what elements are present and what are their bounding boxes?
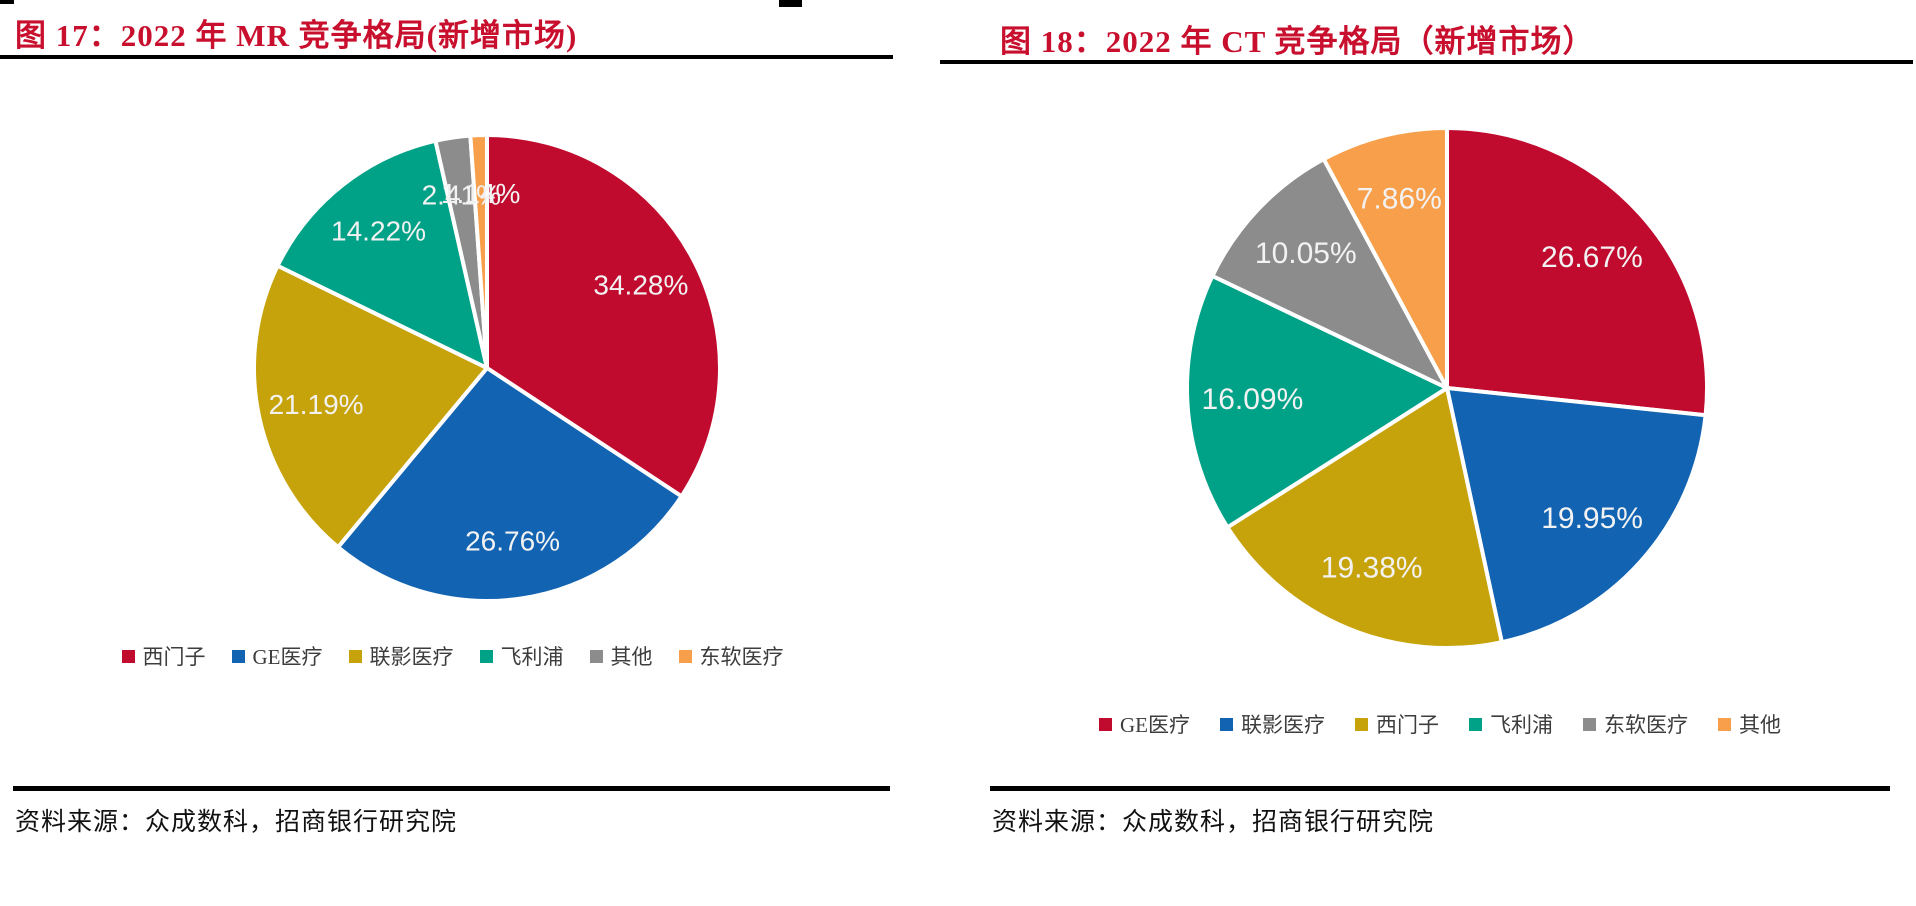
figure-17-title-underline	[0, 55, 893, 59]
legend-item: 东软医疗	[1583, 709, 1688, 739]
legend-label: 飞利浦	[1490, 713, 1553, 737]
figure-18-source-rule	[990, 786, 1890, 791]
pie-slice-2	[1225, 386, 1504, 650]
legend-item: GE医疗	[1099, 709, 1190, 739]
legend-swatch-icon	[1355, 717, 1368, 731]
figure-17-pie-chart: 34.28% 26.76% 21.19% 14.22% 2.41%1.14%	[252, 133, 722, 603]
legend-swatch-icon	[1583, 717, 1596, 731]
legend-item: 其他	[589, 641, 653, 671]
slice-label-4: 2.41%	[422, 180, 501, 211]
slice-label-1: 19.95%	[1541, 502, 1643, 535]
legend-swatch-icon	[231, 649, 245, 663]
pie-slice-3	[275, 138, 489, 370]
figure-18-legend: GE医疗 联影医疗 西门子 飞利浦 东软医疗 其他	[990, 709, 1890, 739]
figure-18-source-text: 资料来源：众成数科，招商银行研究院	[992, 809, 1435, 836]
legend-swatch-icon	[1469, 717, 1482, 731]
legend-swatch-icon	[348, 649, 362, 663]
legend-label: 东软医疗	[1604, 713, 1688, 737]
legend-label: 西门子	[142, 645, 206, 669]
slice-label-0: 26.67%	[1541, 241, 1643, 274]
slice-label-2: 19.38%	[1321, 551, 1423, 584]
figure-18-title: 图 18：2022 年 CT 竞争格局（新增市场）	[1000, 24, 1595, 59]
legend-item: 联影医疗	[1220, 709, 1325, 739]
legend-item: GE医疗	[231, 641, 323, 671]
pie-slice-1	[336, 366, 684, 603]
page-edge-artifact	[779, 0, 802, 7]
legend-swatch-icon	[678, 649, 692, 663]
figure-18-pie-chart: 26.67% 19.95% 19.38% 16.09% 10.05%7.86%	[1185, 126, 1709, 650]
legend-item: 联影医疗	[348, 641, 454, 671]
legend-swatch-icon	[1099, 717, 1112, 731]
pie-slice-3	[1185, 273, 1449, 530]
pie-slice-2	[252, 263, 489, 550]
legend-label: 飞利浦	[500, 645, 564, 669]
slice-label-5: 7.86%	[1357, 182, 1442, 215]
slice-label-0: 34.28%	[593, 270, 688, 301]
legend-label: 其他	[610, 645, 653, 669]
legend-item: 西门子	[121, 641, 206, 671]
legend-swatch-icon	[1220, 717, 1233, 731]
legend-swatch-icon	[479, 649, 493, 663]
page-edge-artifact	[0, 0, 14, 4]
slice-label-5: 1.14%	[441, 178, 520, 209]
figure-17-legend: 西门子 GE医疗 联影医疗 飞利浦 其他 东软医疗	[15, 641, 890, 671]
legend-swatch-icon	[1718, 717, 1731, 731]
figure-17-source-text: 资料来源：众成数科，招商银行研究院	[15, 809, 458, 836]
figure-17-title: 图 17：2022 年 MR 竞争格局(新增市场)	[15, 18, 578, 53]
legend-swatch-icon	[589, 649, 603, 663]
legend-item: 其他	[1718, 709, 1781, 739]
slice-label-3: 16.09%	[1202, 383, 1304, 416]
pie-slice-4	[1210, 157, 1449, 390]
legend-label: GE医疗	[1120, 713, 1190, 737]
legend-item: 西门子	[1355, 709, 1439, 739]
pie-slice-0	[1445, 126, 1709, 418]
pie-slice-1	[1445, 386, 1708, 645]
legend-label: 东软医疗	[699, 645, 784, 669]
legend-label: 联影医疗	[1241, 713, 1325, 737]
legend-label: 其他	[1739, 713, 1781, 737]
legend-item: 飞利浦	[1469, 709, 1553, 739]
slice-label-4: 10.05%	[1255, 237, 1357, 270]
pie-slice-5	[468, 133, 489, 370]
legend-item: 飞利浦	[479, 641, 564, 671]
legend-swatch-icon	[121, 649, 135, 663]
legend-item: 东软医疗	[678, 641, 784, 671]
legend-label: 西门子	[1376, 713, 1439, 737]
slice-label-3: 14.22%	[331, 216, 426, 247]
figure-18-title-underline	[940, 60, 1913, 64]
pie-slice-5	[1321, 126, 1449, 390]
legend-label: 联影医疗	[369, 645, 454, 669]
legend-label: GE医疗	[252, 645, 323, 669]
figure-17-source-rule	[13, 786, 890, 791]
slice-label-1: 26.76%	[465, 525, 560, 556]
slice-label-2: 21.19%	[269, 389, 364, 420]
